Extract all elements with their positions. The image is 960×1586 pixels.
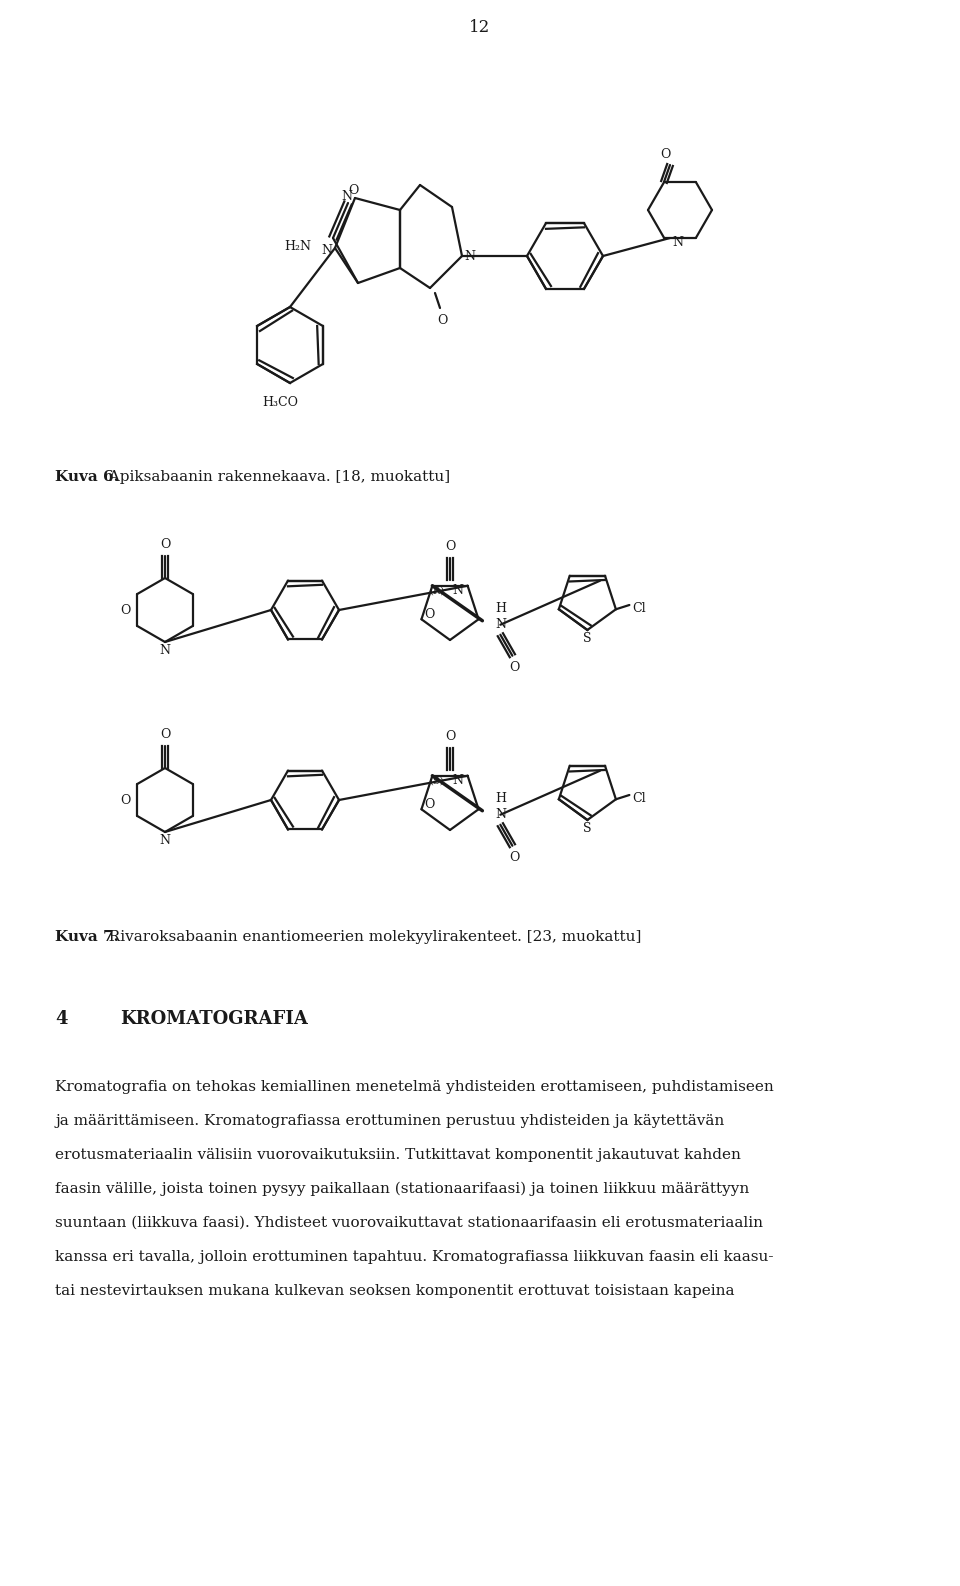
Text: Cl: Cl	[633, 791, 646, 804]
Text: erotusmateriaalin välisiin vuorovaikutuksiin. Tutkittavat komponentit jakautuvat: erotusmateriaalin välisiin vuorovaikutuk…	[55, 1148, 741, 1163]
Text: (R): (R)	[429, 587, 444, 595]
Text: Apiksabaanin rakennekaava. [18, muokattu]: Apiksabaanin rakennekaava. [18, muokattu…	[99, 469, 450, 484]
Text: (S): (S)	[429, 776, 444, 785]
Text: O: O	[424, 607, 435, 620]
Text: N: N	[322, 244, 332, 257]
Text: N: N	[494, 809, 506, 822]
Text: O: O	[159, 728, 170, 741]
Text: kanssa eri tavalla, jolloin erottuminen tapahtuu. Kromatografiassa liikkuvan faa: kanssa eri tavalla, jolloin erottuminen …	[55, 1250, 774, 1264]
Text: O: O	[444, 730, 455, 742]
Text: N: N	[465, 249, 475, 263]
Text: N: N	[159, 644, 171, 657]
Text: O: O	[660, 149, 670, 162]
Text: H₃CO: H₃CO	[262, 396, 298, 409]
Text: O: O	[437, 314, 447, 327]
Text: N: N	[342, 189, 352, 203]
Text: N: N	[452, 584, 463, 598]
Text: Kuva 6.: Kuva 6.	[55, 469, 119, 484]
Text: tai nestevirtauksen mukana kulkevan seoksen komponentit erottuvat toisistaan kap: tai nestevirtauksen mukana kulkevan seok…	[55, 1285, 734, 1297]
Text: O: O	[444, 539, 455, 552]
Text: O: O	[424, 798, 435, 810]
Text: N: N	[494, 619, 506, 631]
Text: N: N	[452, 774, 463, 787]
Text: N: N	[673, 235, 684, 249]
Text: Rivaroksabaanin enantiomeerien molekyylirakenteet. [23, muokattu]: Rivaroksabaanin enantiomeerien molekyyli…	[99, 929, 641, 944]
Text: ja määrittämiseen. Kromatografiassa erottuminen perustuu yhdisteiden ja käytettä: ja määrittämiseen. Kromatografiassa erot…	[55, 1113, 724, 1128]
Text: O: O	[120, 793, 131, 807]
Text: KROMATOGRAFIA: KROMATOGRAFIA	[120, 1010, 308, 1028]
Text: H₂N: H₂N	[284, 239, 311, 252]
Text: O: O	[159, 538, 170, 550]
Text: O: O	[120, 604, 131, 617]
Text: 4: 4	[55, 1010, 67, 1028]
Text: S: S	[583, 822, 591, 834]
Text: Kuva 7.: Kuva 7.	[55, 929, 119, 944]
Text: suuntaan (liikkuva faasi). Yhdisteet vuorovaikuttavat stationaarifaasin eli erot: suuntaan (liikkuva faasi). Yhdisteet vuo…	[55, 1216, 763, 1231]
Text: O: O	[509, 852, 519, 864]
Text: O: O	[509, 661, 519, 674]
Text: Kromatografia on tehokas kemiallinen menetelmä yhdisteiden erottamiseen, puhdist: Kromatografia on tehokas kemiallinen men…	[55, 1080, 774, 1094]
Text: N: N	[159, 834, 171, 847]
Text: 12: 12	[469, 19, 491, 36]
Text: faasin välille, joista toinen pysyy paikallaan (stationaarifaasi) ja toinen liik: faasin välille, joista toinen pysyy paik…	[55, 1182, 749, 1196]
Text: H: H	[494, 603, 506, 615]
Text: H: H	[494, 793, 506, 806]
Text: O: O	[348, 184, 358, 198]
Text: Cl: Cl	[633, 601, 646, 614]
Text: S: S	[583, 631, 591, 644]
